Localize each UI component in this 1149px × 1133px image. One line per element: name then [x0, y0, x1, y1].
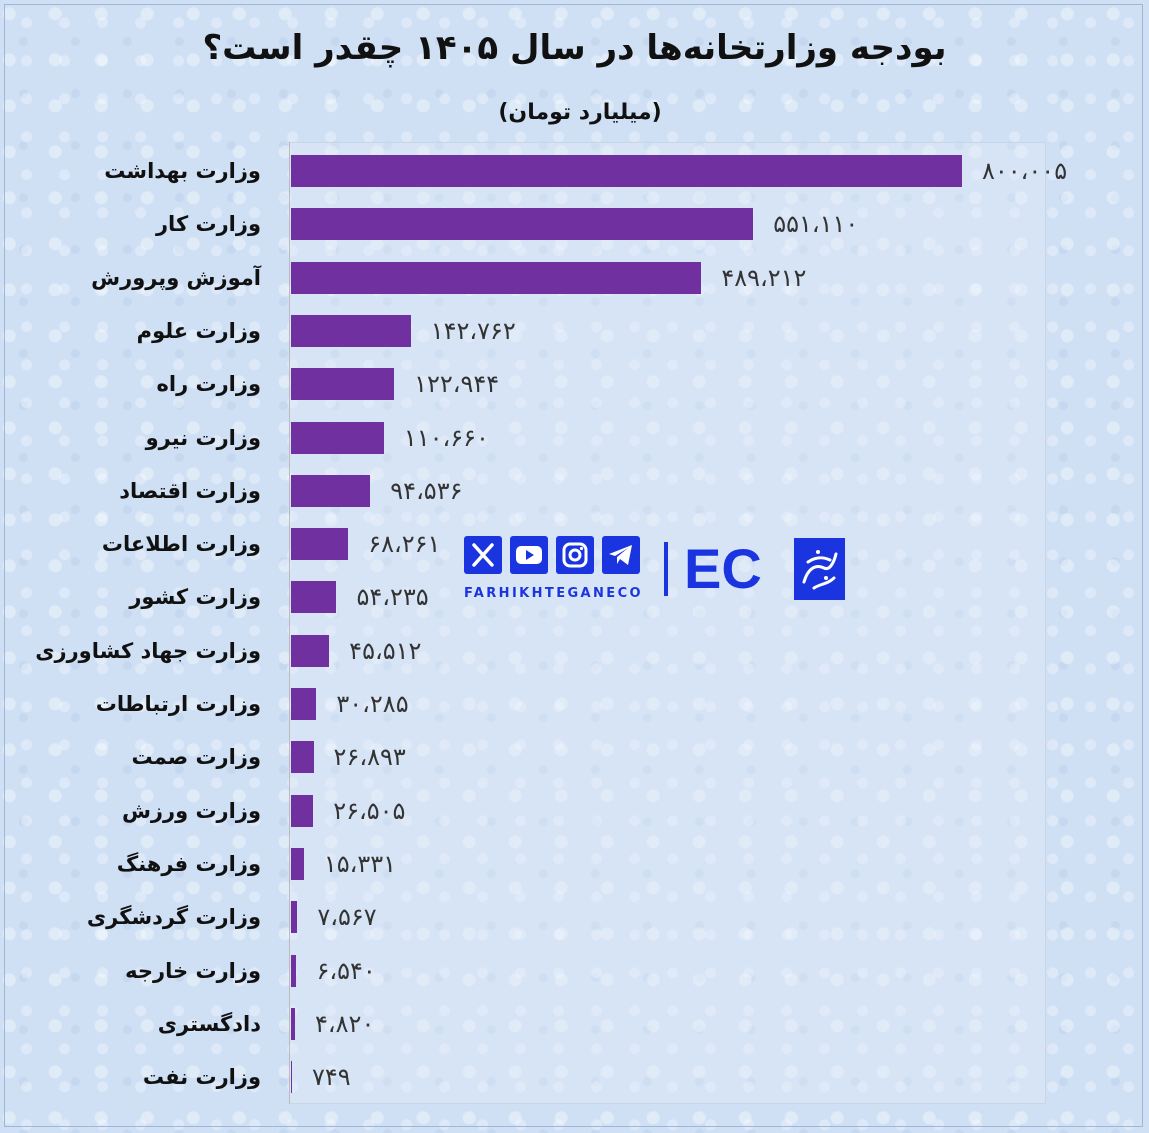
- value-label: ۳۰،۲۸۵: [336, 690, 409, 718]
- category-label: وزارت خارجه: [125, 958, 261, 983]
- telegram-icon: [602, 536, 640, 574]
- value-label: ۱۴۲،۷۶۲: [430, 316, 516, 345]
- value-label: ۱۱۰،۶۶۰: [403, 423, 489, 452]
- youtube-icon: [510, 536, 548, 574]
- value-label: ۴۵،۵۱۲: [349, 636, 422, 665]
- category-label: وزارت اطلاعات: [101, 532, 261, 557]
- bar: [291, 421, 384, 454]
- category-label: وزارت نیرو: [145, 425, 261, 450]
- logo-ec-text: EC: [684, 537, 762, 600]
- value-label: ۴،۸۲۰: [315, 1009, 375, 1038]
- category-label: وزارت کشور: [129, 585, 261, 610]
- bar: [291, 314, 411, 347]
- value-label: ۱۵،۳۳۱: [323, 849, 397, 878]
- category-label: آموزش وپرورش: [91, 265, 261, 290]
- value-label: ۷،۵۶۷: [317, 903, 377, 932]
- chart-subtitle: (میلیارد تومان): [498, 100, 662, 125]
- chart-frame: [4, 4, 1143, 1127]
- value-label: ۱۲۲،۹۴۴: [414, 370, 500, 399]
- bar: [291, 634, 330, 667]
- bar: [291, 1007, 296, 1040]
- category-label: وزارت جهاد کشاورزی: [35, 638, 261, 663]
- category-label: دادگستری: [157, 1011, 261, 1036]
- value-label: ۹۴،۵۳۶: [390, 476, 463, 505]
- category-label: وزارت گردشگری: [86, 905, 261, 930]
- category-label: وزارت ارتباطات: [95, 692, 261, 716]
- brand-text: FARHIKHTEGANECO: [464, 586, 643, 601]
- value-label: ۷۴۹: [312, 1063, 351, 1092]
- value-label: ۶۸،۲۶۱: [368, 530, 441, 559]
- bar: [291, 261, 702, 294]
- value-label: ۲۶،۸۹۳: [333, 743, 406, 772]
- category-label: وزارت صمت: [131, 745, 261, 770]
- bar: [291, 901, 298, 934]
- bar: [291, 208, 754, 241]
- y-axis-line: [289, 142, 290, 1104]
- watermark-logo: FARHIKHTEGANECO EC: [462, 536, 845, 602]
- category-label: وزارت نفت: [142, 1065, 261, 1090]
- category-label: وزارت علوم: [136, 318, 261, 343]
- bar: [291, 1061, 292, 1094]
- bar: [291, 954, 297, 987]
- value-label: ۵۴،۲۳۵: [356, 583, 429, 612]
- bar: [291, 368, 395, 401]
- logo-calligraphy-mark: [794, 538, 845, 600]
- plot-area: [289, 142, 1046, 1104]
- bar: [291, 155, 962, 187]
- chart-title: بودجه وزارتخانه‌ها در سال ۱۴۰۵ چقدر است؟: [202, 28, 947, 68]
- category-label: وزارت ورزش: [121, 798, 261, 823]
- category-label: وزارت کار: [155, 212, 261, 237]
- category-label: وزارت فرهنگ: [116, 851, 261, 876]
- bar: [291, 847, 304, 880]
- category-label: وزارت بهداشت: [104, 159, 261, 183]
- bar: [291, 528, 349, 561]
- x-icon: [464, 536, 502, 574]
- bar: [291, 794, 314, 827]
- value-label: ۶،۵۴۰: [316, 956, 376, 985]
- logo-divider: [664, 542, 668, 596]
- value-label: ۴۸۹،۲۱۲: [721, 263, 807, 292]
- bar: [291, 741, 314, 774]
- value-label: ۸۰۰،۰۰۵: [982, 157, 1068, 185]
- value-label: ۵۵۱،۱۱۰: [773, 210, 859, 239]
- bar: [291, 581, 337, 614]
- category-label: وزارت راه: [156, 372, 261, 397]
- value-label: ۲۶،۵۰۵: [333, 796, 406, 825]
- bar: [291, 474, 371, 507]
- category-label: وزارت اقتصاد: [119, 478, 261, 503]
- instagram-icon: [556, 536, 594, 574]
- bar: [291, 688, 317, 720]
